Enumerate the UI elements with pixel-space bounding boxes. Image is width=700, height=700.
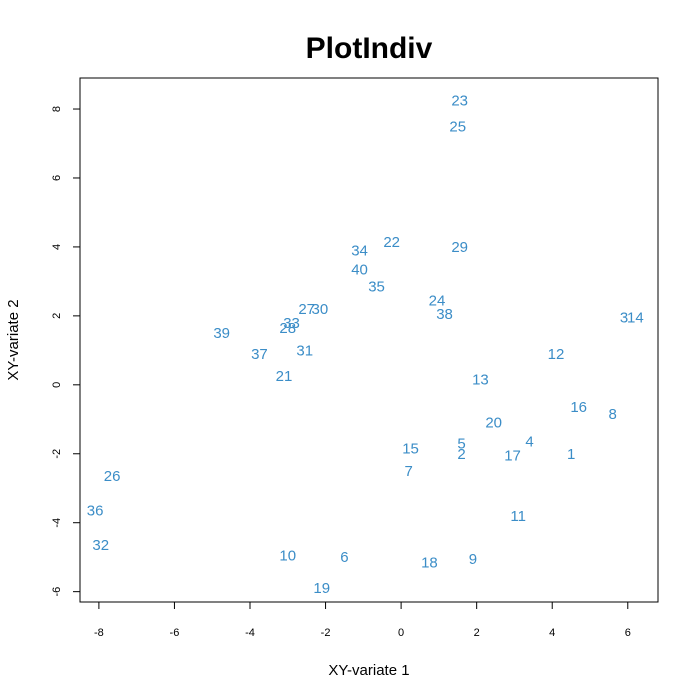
point-label-32: 32	[92, 537, 109, 554]
x-axis-label: XY-variate 1	[328, 662, 409, 679]
plot-frame	[79, 77, 659, 603]
point-label-39: 39	[213, 325, 230, 342]
point-label-40: 40	[351, 261, 368, 278]
point-label-23: 23	[451, 92, 468, 109]
point-label-12: 12	[548, 346, 565, 363]
point-label-34: 34	[351, 242, 368, 259]
y-tick-label: 6	[51, 175, 63, 181]
point-label-26: 26	[104, 468, 121, 485]
point-label-21: 21	[276, 368, 293, 385]
x-tick-label: -6	[170, 627, 180, 639]
point-label-2: 2	[457, 446, 465, 463]
point-label-4: 4	[525, 434, 533, 451]
point-label-37: 37	[251, 346, 268, 363]
point-label-22: 22	[383, 234, 400, 251]
point-label-3: 3	[620, 310, 628, 327]
x-axis: -8 -6 -4 -2 0 2 4 6	[94, 601, 631, 639]
point-label-9: 9	[469, 551, 477, 568]
y-tick-label: -4	[51, 518, 63, 528]
y-tick-label: 2	[51, 313, 63, 319]
x-tick-label: -2	[321, 627, 331, 639]
point-label-27: 27	[298, 301, 315, 318]
point-label-8: 8	[608, 406, 616, 423]
point-label-14: 14	[627, 310, 644, 327]
point-label-33: 33	[283, 315, 300, 332]
point-label-7: 7	[404, 463, 412, 480]
x-tick-label: 4	[549, 627, 555, 639]
y-tick-label: -2	[51, 449, 63, 459]
point-label-15: 15	[402, 441, 419, 458]
chart-title: PlotIndiv	[306, 32, 433, 65]
y-axis-label: XY-variate 2	[5, 299, 22, 380]
x-tick-label: -4	[245, 627, 255, 639]
point-label-24: 24	[429, 292, 446, 309]
point-label-6: 6	[340, 549, 348, 566]
point-label-25: 25	[449, 118, 466, 135]
point-label-13: 13	[472, 372, 489, 389]
x-tick-label: -8	[94, 627, 104, 639]
y-axis: -6 -4 -2 0 2 4 6 8	[51, 106, 81, 597]
point-labels-layer: 1234567891011121314151617181920212223242…	[87, 92, 644, 597]
point-label-10: 10	[279, 547, 296, 564]
y-tick-label: 0	[51, 382, 63, 388]
y-tick-label: 8	[51, 106, 63, 112]
point-label-28: 28	[279, 320, 296, 337]
point-label-16: 16	[570, 399, 587, 416]
point-label-5: 5	[457, 435, 465, 452]
x-tick-label: 6	[625, 627, 631, 639]
x-tick-label: 0	[398, 627, 404, 639]
point-label-31: 31	[296, 342, 313, 359]
point-label-18: 18	[421, 554, 438, 571]
point-label-30: 30	[312, 301, 329, 318]
point-label-36: 36	[87, 503, 104, 520]
point-label-20: 20	[485, 415, 502, 432]
point-label-38: 38	[436, 306, 453, 323]
point-label-17: 17	[504, 447, 521, 464]
y-tick-label: -6	[51, 587, 63, 597]
point-label-1: 1	[567, 446, 575, 463]
point-label-11: 11	[510, 508, 526, 525]
point-label-19: 19	[313, 580, 330, 597]
point-label-29: 29	[451, 239, 468, 256]
point-label-35: 35	[368, 279, 385, 296]
x-tick-label: 2	[474, 627, 480, 639]
y-tick-label: 4	[51, 244, 63, 250]
